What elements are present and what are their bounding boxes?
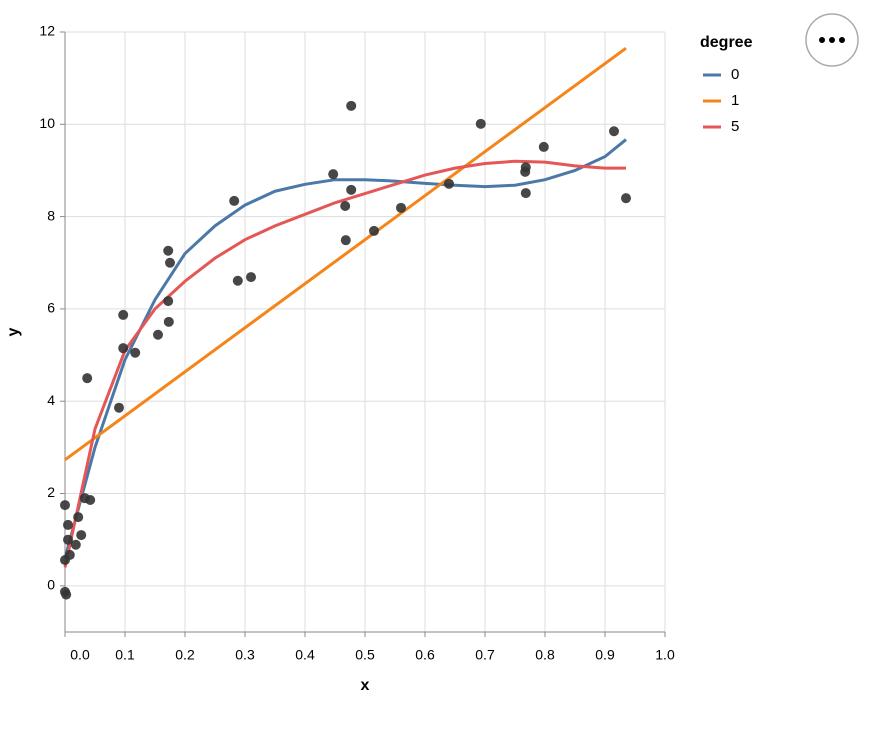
y-tick-label: 4 [47, 392, 55, 408]
legend-label: 1 [731, 92, 739, 109]
x-tick-label: 0.0 [70, 647, 90, 663]
point [153, 329, 163, 340]
x-tick-label: 0.1 [115, 647, 135, 663]
point [369, 225, 379, 236]
point [340, 235, 351, 246]
y-axis-title: y [5, 327, 22, 336]
y-tick-label: 8 [47, 207, 55, 223]
legend-title: degree [700, 34, 753, 51]
menu-dot[interactable] [819, 37, 825, 43]
point [60, 500, 70, 511]
y-tick-label: 10 [39, 115, 55, 131]
point [70, 539, 81, 550]
point [396, 202, 406, 213]
point [520, 188, 531, 199]
point [63, 534, 73, 545]
point [85, 495, 96, 505]
point [118, 309, 129, 320]
point [346, 184, 357, 195]
point [346, 100, 357, 111]
x-tick-label: 0.2 [175, 647, 195, 663]
point [73, 512, 84, 523]
point [114, 402, 124, 413]
point [621, 193, 631, 204]
fit-line [63, 138, 627, 559]
fit-line [64, 46, 627, 462]
menu-dot[interactable] [839, 37, 845, 43]
point [63, 519, 73, 530]
x-tick-label: 0.3 [235, 647, 255, 663]
fit-line [63, 159, 626, 568]
point [232, 275, 243, 286]
x-axis-title: x [361, 677, 370, 694]
point [444, 178, 454, 189]
point [328, 169, 339, 180]
point [163, 316, 174, 327]
y-tick-label: 6 [47, 300, 55, 316]
point [229, 195, 240, 206]
x-tick-label: 0.5 [355, 647, 375, 663]
x-tick-label: 0.7 [475, 647, 495, 663]
menu-dot[interactable] [829, 37, 835, 43]
y-tick-label: 2 [47, 484, 55, 500]
point [118, 343, 129, 354]
point [61, 589, 72, 600]
x-tick-label: 0.9 [595, 647, 615, 663]
y-tick-label: 0 [47, 577, 55, 593]
point [165, 257, 175, 268]
point [538, 141, 549, 152]
x-tick-label: 0.4 [295, 647, 315, 663]
legend-label: 0 [731, 66, 739, 83]
x-tick-label: 1.0 [655, 647, 675, 663]
menu-button[interactable] [805, 13, 859, 67]
legend-label: 5 [731, 118, 739, 135]
x-tick-label: 0.8 [535, 647, 555, 663]
point [609, 126, 619, 137]
point [163, 245, 174, 256]
point [64, 549, 75, 560]
point [163, 296, 174, 307]
point [340, 201, 351, 211]
point [520, 162, 531, 173]
point [82, 373, 93, 384]
x-tick-label: 0.6 [415, 647, 435, 663]
y-tick-label: 12 [39, 23, 55, 39]
point [130, 347, 141, 358]
point [76, 530, 87, 541]
point [475, 118, 486, 129]
point [246, 272, 256, 283]
